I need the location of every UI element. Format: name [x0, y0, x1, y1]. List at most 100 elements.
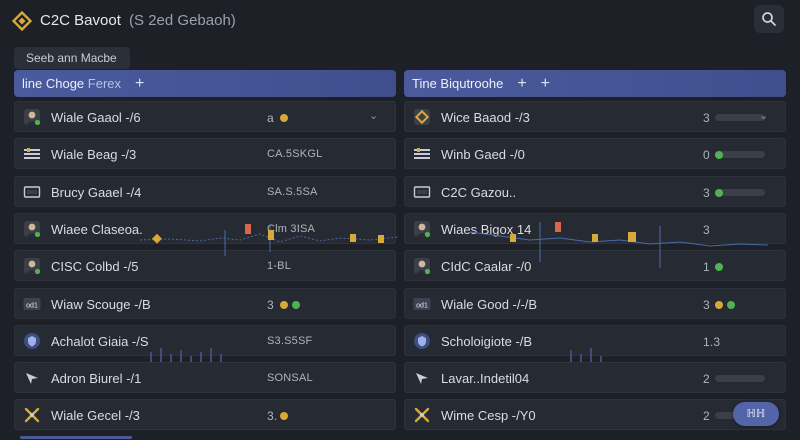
progress-bar [715, 151, 765, 158]
item-name: Wiale Good -/-/B [441, 297, 538, 312]
item-value: SONSAL [267, 372, 313, 384]
status-dot [715, 263, 723, 271]
list-item[interactable]: Wice Baaod -/3 3 ⌄ [404, 101, 786, 132]
status-dot [715, 151, 723, 159]
avatar-icon [23, 257, 41, 275]
column-title-main: Tine Biqutroohe [412, 76, 504, 91]
avatar-icon [413, 257, 431, 275]
chevron-down-icon[interactable]: ⌄ [759, 110, 769, 122]
list-item[interactable]: Brucy Gaael -/4 SA.S.5SA [14, 176, 396, 207]
item-name: Wiale Beag -/3 [51, 147, 137, 162]
list-item[interactable]: Wime Cesp -/Y0 2 [404, 399, 786, 430]
list-item[interactable]: Achalot Giaia -/S S3.S5SF [14, 325, 396, 356]
status-dot [280, 114, 288, 122]
item-name: CISC Colbd -/5 [51, 259, 139, 274]
window-icon [23, 183, 41, 201]
filter-pill[interactable]: Seeb ann Macbe [14, 47, 130, 69]
list-item[interactable]: Wiaes Bigox 14 3 [404, 213, 786, 244]
card-icon: od1 [413, 295, 431, 313]
avatar-icon [23, 108, 41, 126]
diamond-icon [413, 108, 431, 126]
search-icon [762, 12, 776, 26]
item-value: 3. [267, 409, 278, 423]
item-value: 1.3 [703, 335, 721, 349]
column-left: line Choge Ferex + Wiale Gaaol -/6 a ⌄ Wial… [14, 70, 396, 440]
app-title: C2C Bavoot (S 2ed Gebaoh) [40, 12, 236, 29]
search-button[interactable] [754, 5, 784, 33]
app-title-text: C2C Bavoot [40, 12, 121, 29]
add-icon[interactable]: + [517, 74, 527, 92]
item-value: 1-BL [267, 260, 292, 272]
item-name: Wice Baaod -/3 [441, 110, 530, 125]
item-value: S3.S5SF [267, 335, 313, 347]
add-icon[interactable]: + [540, 74, 550, 92]
status-dot [280, 412, 288, 420]
list-item[interactable]: Scholoigiote -/B 1.3 [404, 325, 786, 356]
item-value: 3 [703, 223, 710, 237]
list-item[interactable]: od1 Wiale Good -/-/B 3 [404, 288, 786, 319]
card-icon: od1 [23, 295, 41, 313]
status-dot [280, 301, 288, 309]
add-icon[interactable]: + [135, 74, 145, 92]
status-dot [727, 301, 735, 309]
status-dot [715, 301, 723, 309]
list-item[interactable]: CIdC Caalar -/0 1 [404, 250, 786, 281]
list-item[interactable]: Wiale Beag -/3 CA.5SKGL [14, 138, 396, 169]
list-item[interactable]: Adron Biurel -/1 SONSAL [14, 362, 396, 393]
item-name: Scholoigiote -/B [441, 334, 533, 349]
item-name: Achalot Giaia -/S [51, 334, 149, 349]
header: C2C Bavoot (S 2ed Gebaoh) [0, 0, 800, 40]
item-name: Wiaw Scouge -/B [51, 297, 151, 312]
progress-bar [715, 114, 765, 121]
logo-icon [12, 11, 32, 31]
list-item[interactable]: Lavar..Indetil04 2 [404, 362, 786, 393]
column-title-main: line Choge [22, 76, 85, 91]
status-dot [715, 189, 723, 197]
list-item[interactable]: Winb Gaed -/0 0 [404, 138, 786, 169]
item-value: 3 [267, 298, 274, 312]
action-fab[interactable]: ℍℍ [733, 402, 779, 426]
item-value: 1 [703, 260, 710, 274]
list-item[interactable]: Wiale Gecel -/3 3. [14, 399, 396, 430]
column-title: line Choge Ferex [22, 76, 121, 91]
list-item[interactable]: od1 Wiaw Scouge -/B 3 [14, 288, 396, 319]
arrow-icon [413, 369, 431, 387]
item-value: 3 [703, 111, 710, 125]
shield-icon [413, 332, 431, 350]
svg-text:od1: od1 [26, 303, 38, 310]
item-value: 3 [703, 298, 710, 312]
avatar-icon [413, 220, 431, 238]
sliders-icon [413, 145, 431, 163]
list-item[interactable]: C2C Gazou.. 3 [404, 176, 786, 207]
item-value: 3 [703, 186, 710, 200]
sliders-icon [23, 145, 41, 163]
item-name: Brucy Gaael -/4 [51, 185, 142, 200]
item-name: Wiale Gecel -/3 [51, 408, 140, 423]
item-value: a [267, 111, 274, 125]
item-value: CA.5SKGL [267, 148, 323, 160]
item-name: Adron Biurel -/1 [51, 371, 142, 386]
item-name: Wime Cesp -/Y0 [441, 408, 536, 423]
item-name: C2C Gazou.. [441, 185, 517, 200]
item-name: Wiaee Claseoa. [51, 222, 143, 237]
column-title: Tine Biqutroohe [412, 76, 503, 91]
scroll-indicator [20, 436, 132, 439]
shield-icon [23, 332, 41, 350]
item-value: 2 [703, 372, 710, 386]
column-header[interactable]: Tine Biqutroohe + + [404, 70, 786, 97]
item-name: Wiaes Bigox 14 [441, 222, 532, 237]
status-dot [292, 301, 300, 309]
column-right: Tine Biqutroohe + + Wice Baaod -/3 3 ⌄ Winb… [404, 70, 786, 440]
chevron-down-icon[interactable]: ⌄ [369, 110, 379, 122]
item-name: Winb Gaed -/0 [441, 147, 525, 162]
app-subtitle: (S 2ed Gebaoh) [129, 12, 236, 29]
list-item[interactable]: Wiaee Claseoa. Clm 3ISA [14, 213, 396, 244]
column-title-muted: Ferex [87, 76, 122, 91]
tool-icon [23, 406, 41, 424]
list-item[interactable]: Wiale Gaaol -/6 a ⌄ [14, 101, 396, 132]
item-value: SA.S.5SA [267, 186, 318, 198]
column-header[interactable]: line Choge Ferex + [14, 70, 396, 97]
list-item[interactable]: CISC Colbd -/5 1-BL [14, 250, 396, 281]
avatar-icon [23, 220, 41, 238]
